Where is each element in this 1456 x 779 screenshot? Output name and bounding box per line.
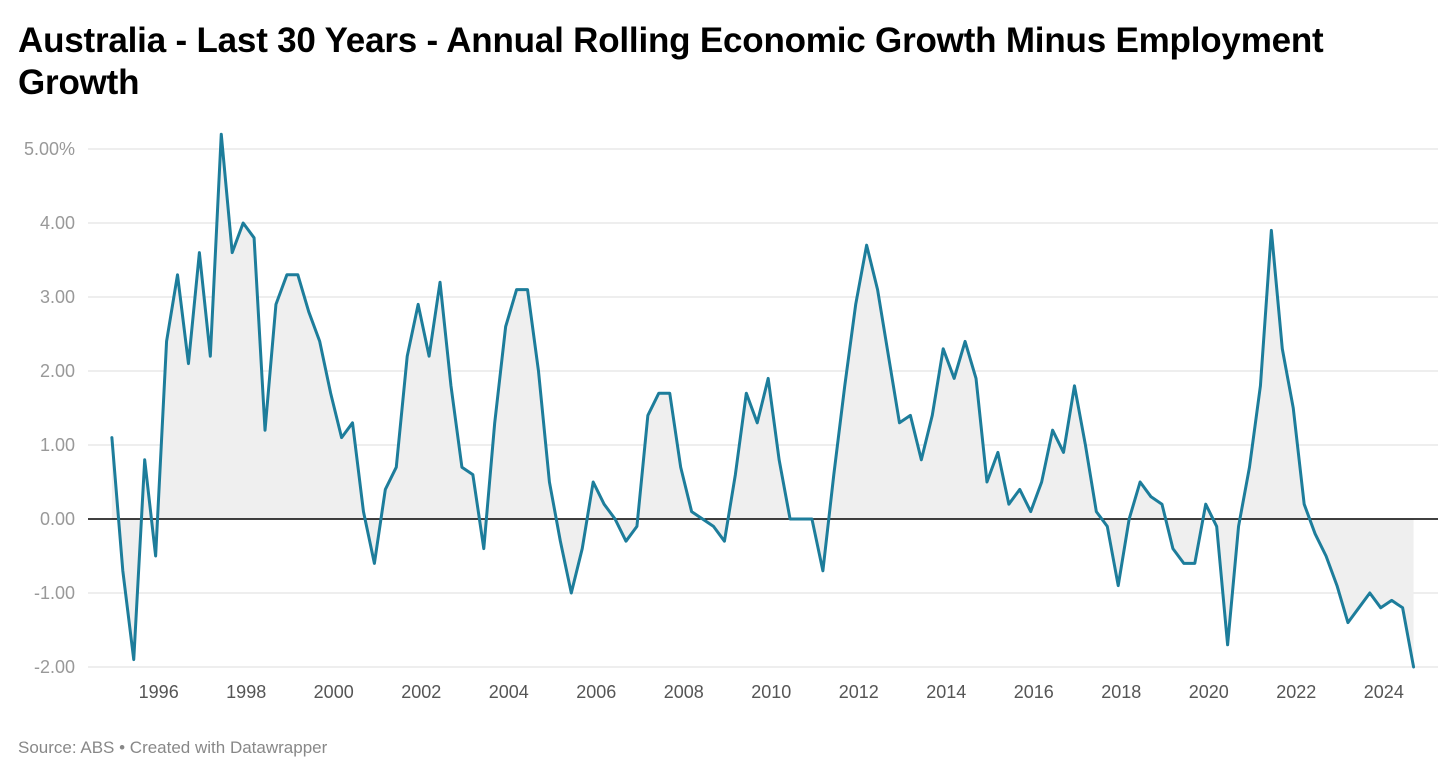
y-tick-label: 2.00 xyxy=(40,361,75,381)
x-tick-label: 2000 xyxy=(314,682,354,702)
x-tick-label: 2014 xyxy=(926,682,966,702)
x-axis-ticks: 1996 1998 2000 2002 2004 2006 2008 2010 2012 2014… xyxy=(139,682,1404,702)
series-line-layer xyxy=(110,132,1416,669)
x-tick-label: 2024 xyxy=(1364,682,1404,702)
line-chart: 5.00% 4.00 3.00 2.00 1.00 0.00 -1.00 -2.00 1996… xyxy=(24,132,1438,702)
x-tick-label: 2002 xyxy=(401,682,441,702)
chart-title: Australia - Last 30 Years - Annual Rolli… xyxy=(18,21,1324,102)
x-tick-label: 2018 xyxy=(1101,682,1141,702)
source-note: Source: ABS • Created with Datawrapper xyxy=(18,738,328,757)
x-tick-label: 2004 xyxy=(489,682,529,702)
y-tick-label: 5.00% xyxy=(24,139,75,159)
y-tick-label: -2.00 xyxy=(34,657,75,677)
x-tick-label: 1996 xyxy=(139,682,179,702)
x-tick-label: 2016 xyxy=(1014,682,1054,702)
y-tick-label: -1.00 xyxy=(34,583,75,603)
x-tick-label: 2008 xyxy=(664,682,704,702)
x-tick-label: 2010 xyxy=(751,682,791,702)
x-tick-label: 2012 xyxy=(839,682,879,702)
x-tick-label: 2006 xyxy=(576,682,616,702)
y-tick-label: 1.00 xyxy=(40,435,75,455)
y-axis-ticks: 5.00% 4.00 3.00 2.00 1.00 0.00 -1.00 -2.00 xyxy=(24,139,75,677)
series-line xyxy=(110,132,1416,669)
y-tick-label: 3.00 xyxy=(40,287,75,307)
x-tick-label: 2020 xyxy=(1189,682,1229,702)
y-tick-label: 0.00 xyxy=(40,509,75,529)
x-tick-label: 2022 xyxy=(1276,682,1316,702)
x-tick-label: 1998 xyxy=(226,682,266,702)
y-tick-label: 4.00 xyxy=(40,213,75,233)
